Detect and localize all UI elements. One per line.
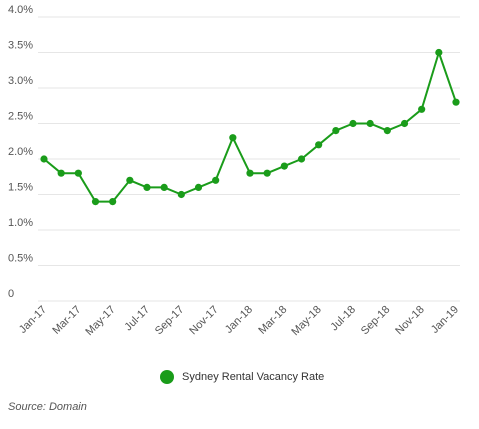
series-sydney-rental-vacancy-rate <box>40 48 460 206</box>
x-tick-label: Sep-17 <box>153 304 187 338</box>
data-point <box>418 105 426 113</box>
x-tick-label: Nov-18 <box>393 304 427 338</box>
y-tick-label: 2.5% <box>8 111 33 123</box>
data-point <box>280 162 288 170</box>
data-point <box>400 119 409 128</box>
x-tick-label: Jan-17 <box>17 304 49 336</box>
data-point <box>246 169 254 177</box>
data-point <box>212 176 220 184</box>
data-point <box>91 198 100 206</box>
data-point <box>126 176 134 184</box>
y-tick-label: 4.0% <box>8 4 33 16</box>
x-tick-label: Jul-18 <box>328 304 358 334</box>
data-point <box>383 127 391 135</box>
data-point <box>194 183 203 191</box>
source-note: Source: Domain <box>8 401 87 413</box>
legend-swatch-icon <box>160 370 174 384</box>
x-tick-label: Nov-17 <box>187 304 221 338</box>
y-tick-label: 0 <box>8 288 14 300</box>
legend-label: Sydney Rental Vacancy Rate <box>182 371 325 383</box>
y-axis-tick-labels: 0 0.5% 1.0% 1.5% 2.0% 2.5% 3.0% 3.5% 4.0% <box>8 4 33 300</box>
x-tick-label: May-18 <box>289 304 323 338</box>
data-point <box>263 169 271 177</box>
x-tick-label: Sep-18 <box>359 304 393 338</box>
data-point <box>74 169 82 177</box>
y-tick-label: 2.0% <box>8 146 33 158</box>
data-point <box>452 98 460 106</box>
legend[interactable]: Sydney Rental Vacancy Rate <box>160 369 324 385</box>
data-point <box>143 183 151 191</box>
y-tick-label: 1.0% <box>8 217 33 229</box>
y-tick-label: 0.5% <box>8 253 33 265</box>
data-point <box>349 119 357 128</box>
series-line <box>43 51 457 203</box>
x-tick-label: Jul-17 <box>122 304 152 334</box>
x-tick-label: May-17 <box>83 304 117 338</box>
data-point <box>315 141 323 149</box>
y-tick-label: 3.0% <box>8 75 33 87</box>
data-point <box>366 119 374 128</box>
x-axis-tick-labels: Jan-17 Mar-17 May-17 Jul-17 Sep-17 Nov-17 Jan-… <box>17 304 461 338</box>
x-tick-label: Jan-18 <box>223 304 255 336</box>
gridlines <box>38 16 460 302</box>
data-point <box>177 190 185 199</box>
x-tick-label: Mar-17 <box>50 304 83 337</box>
data-point <box>160 183 168 191</box>
x-tick-label: Jan-19 <box>429 304 461 336</box>
data-point <box>109 198 117 206</box>
data-point <box>435 48 443 57</box>
x-tick-label: Mar-18 <box>256 304 289 337</box>
data-point <box>297 155 306 163</box>
y-tick-label: 1.5% <box>8 182 33 194</box>
data-point <box>229 134 237 142</box>
y-tick-label: 3.5% <box>8 40 33 52</box>
data-point <box>332 127 340 135</box>
data-point <box>40 155 48 163</box>
data-point <box>57 169 65 177</box>
